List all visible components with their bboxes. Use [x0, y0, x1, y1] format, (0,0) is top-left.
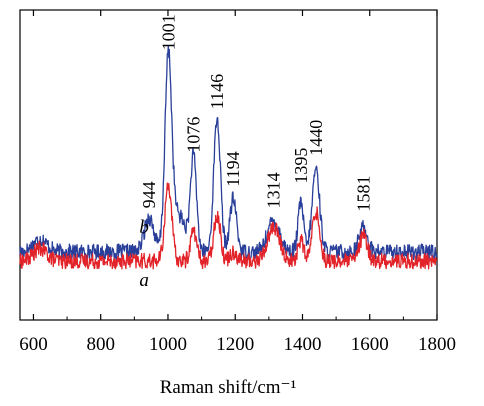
curve-label-b: b	[139, 217, 149, 238]
peak-label-1076: 1076	[184, 117, 204, 153]
peak-label-1581: 1581	[353, 176, 373, 212]
plot-frame	[19, 9, 438, 321]
curve-label-a: a	[139, 270, 149, 291]
peak-label-1146: 1146	[207, 74, 227, 109]
x-tick-label: 1800	[418, 334, 456, 355]
x-axis-tick-labels: 600 800 1000 1200 1400 1600 1800	[19, 334, 456, 355]
x-tick-label: 600	[19, 334, 48, 355]
x-tick-label: 1000	[149, 334, 187, 355]
series-b-line	[19, 45, 438, 261]
series-layer	[19, 45, 438, 270]
x-tick-label: 800	[86, 334, 115, 355]
peak-label-1440: 1440	[306, 120, 326, 156]
series-a-line	[19, 182, 438, 270]
x-tick-label: 1200	[216, 334, 254, 355]
curve-labels: ba	[139, 217, 149, 291]
peak-label-1395: 1395	[291, 148, 311, 184]
peak-label-1314: 1314	[264, 172, 284, 208]
peak-label-1194: 1194	[223, 151, 243, 186]
x-tick-label: 1400	[283, 334, 321, 355]
x-axis-ticks	[32, 10, 438, 320]
peak-label-944: 944	[139, 181, 159, 208]
x-tick-label: 1600	[351, 334, 389, 355]
peak-label-1001: 1001	[158, 14, 178, 50]
x-axis-title: Raman shift/cm⁻¹	[160, 377, 297, 398]
